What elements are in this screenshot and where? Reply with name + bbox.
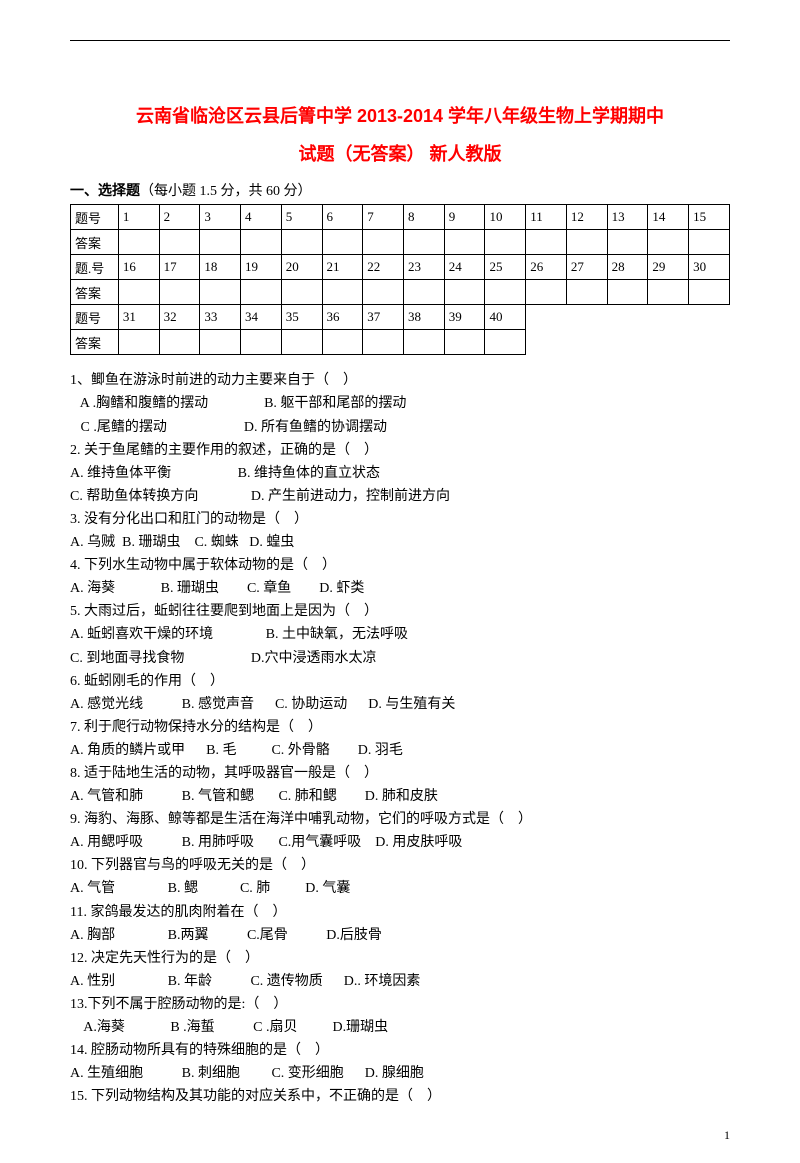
q-line: 9. 海豹、海豚、鲸等都是生活在海洋中哺乳动物，它们的呼吸方式是（ ） xyxy=(70,808,730,831)
top-rule xyxy=(70,40,730,41)
grid-row-3: 题.号 16 17 18 19 20 21 22 23 24 25 26 27 … xyxy=(71,255,730,280)
page-number: 1 xyxy=(0,1128,800,1163)
section-1-bold: 一、选择题 xyxy=(70,184,140,199)
q-line: A. 气管 B. 鳃 C. 肺 D. 气囊 xyxy=(70,877,730,900)
q-line: A. 胸部 B.两翼 C.尾骨 D.后肢骨 xyxy=(70,924,730,947)
grid-row-4: 答案 xyxy=(71,280,730,305)
q-line: A. 乌贼 B. 珊瑚虫 C. 蜘蛛 D. 蝗虫 xyxy=(70,531,730,554)
q-line: A. 维持鱼体平衡 B. 维持鱼体的直立状态 xyxy=(70,462,730,485)
q-line: A. 蚯蚓喜欢干燥的环境 B. 土中缺氧，无法呼吸 xyxy=(70,623,730,646)
q-line: 10. 下列器官与鸟的呼吸无关的是（ ） xyxy=(70,854,730,877)
answer-grid: 题号 1 2 3 4 5 6 7 8 9 10 11 12 13 14 15 答… xyxy=(70,204,730,355)
grid-row-5: 题号 31 32 33 34 35 36 37 38 39 40 xyxy=(71,305,730,330)
q-line: 5. 大雨过后，蚯蚓往往要爬到地面上是因为（ ） xyxy=(70,600,730,623)
grid-label: 题号 xyxy=(71,205,119,230)
q-line: 8. 适于陆地生活的动物，其呼吸器官一般是（ ） xyxy=(70,762,730,785)
q-line: 2. 关于鱼尾鳍的主要作用的叙述，正确的是（ ） xyxy=(70,439,730,462)
q-line: 14. 腔肠动物所具有的特殊细胞的是（ ） xyxy=(70,1039,730,1062)
exam-page: 云南省临沧区云县后箐中学 2013-2014 学年八年级生物上学期期中 试题（无… xyxy=(0,0,800,1128)
q-line: 6. 蚯蚓刚毛的作用（ ） xyxy=(70,670,730,693)
q-line: A. 海葵 B. 珊瑚虫 C. 章鱼 D. 虾类 xyxy=(70,577,730,600)
q-line: A. 气管和肺 B. 气管和鳃 C. 肺和鳃 D. 肺和皮肤 xyxy=(70,785,730,808)
grid-row-1: 题号 1 2 3 4 5 6 7 8 9 10 11 12 13 14 15 xyxy=(71,205,730,230)
grid-row-2: 答案 xyxy=(71,230,730,255)
q-line: A .胸鳍和腹鳍的摆动 B. 躯干部和尾部的摆动 xyxy=(70,392,730,415)
q-line: 7. 利于爬行动物保持水分的结构是（ ） xyxy=(70,716,730,739)
q-line: 13.下列不属于腔肠动物的是:（ ） xyxy=(70,993,730,1016)
section-1-rest: （每小题 1.5 分，共 60 分） xyxy=(140,184,312,199)
q-line: A. 角质的鳞片或甲 B. 毛 C. 外骨骼 D. 羽毛 xyxy=(70,739,730,762)
q-line: 15. 下列动物结构及其功能的对应关系中，不正确的是（ ） xyxy=(70,1085,730,1108)
q-line: 1、鲫鱼在游泳时前进的动力主要来自于（ ） xyxy=(70,369,730,392)
q-line: A. 用鳃呼吸 B. 用肺呼吸 C.用气囊呼吸 D. 用皮肤呼吸 xyxy=(70,831,730,854)
doc-title-line2: 试题（无答案） 新人教版 xyxy=(70,140,730,166)
q-line: 3. 没有分化出口和肛门的动物是（ ） xyxy=(70,508,730,531)
q-line: 12. 决定先天性行为的是（ ） xyxy=(70,947,730,970)
section-1-label: 一、选择题（每小题 1.5 分，共 60 分） xyxy=(70,180,730,200)
q-line: A. 感觉光线 B. 感觉声音 C. 协助运动 D. 与生殖有关 xyxy=(70,693,730,716)
q-line: A.海葵 B .海蜇 C .扇贝 D.珊瑚虫 xyxy=(70,1016,730,1039)
q-line: C. 帮助鱼体转换方向 D. 产生前进动力，控制前进方向 xyxy=(70,485,730,508)
q-line: 11. 家鸽最发达的肌肉附着在（ ） xyxy=(70,901,730,924)
q-line: A. 性别 B. 年龄 C. 遗传物质 D.. 环境因素 xyxy=(70,970,730,993)
grid-row-6: 答案 xyxy=(71,330,730,355)
q-line: C .尾鳍的摆动 D. 所有鱼鳍的协调摆动 xyxy=(70,416,730,439)
q-line: A. 生殖细胞 B. 刺细胞 C. 变形细胞 D. 腺细胞 xyxy=(70,1062,730,1085)
doc-title-line1: 云南省临沧区云县后箐中学 2013-2014 学年八年级生物上学期期中 xyxy=(70,100,730,132)
questions-block: 1、鲫鱼在游泳时前进的动力主要来自于（ ） A .胸鳍和腹鳍的摆动 B. 躯干部… xyxy=(70,369,730,1108)
q-line: 4. 下列水生动物中属于软体动物的是（ ） xyxy=(70,554,730,577)
q-line: C. 到地面寻找食物 D.穴中浸透雨水太凉 xyxy=(70,647,730,670)
